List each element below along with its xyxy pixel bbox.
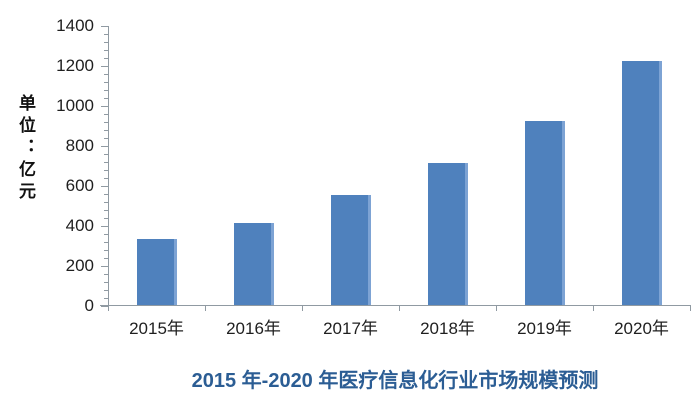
x-boundary-tick xyxy=(398,306,400,311)
y-tick-label-1200: 1200 xyxy=(56,56,94,75)
y-minor-tick xyxy=(104,217,108,219)
x-axis-line xyxy=(100,305,691,306)
y-major-tick-0 xyxy=(101,305,108,307)
x-axis-labels: 2015年 2016年 2017年 2018年 2019年 2020年 xyxy=(108,314,690,338)
x-boundary-tick xyxy=(592,306,594,311)
y-tick-label-1000: 1000 xyxy=(56,96,94,115)
y-axis-tick-labels: 0 200 400 600 800 1000 1200 1400 xyxy=(0,17,100,315)
y-minor-tick xyxy=(104,273,108,275)
x-category-label-2020年: 2020年 xyxy=(614,319,669,338)
x-category-label-2019年: 2019年 xyxy=(517,319,572,338)
y-minor-tick xyxy=(104,257,108,259)
y-minor-tick xyxy=(104,249,108,251)
bar-2015年 xyxy=(136,239,177,305)
y-minor-tick xyxy=(104,121,108,123)
y-minor-tick xyxy=(104,137,108,139)
y-minor-tick xyxy=(104,153,108,155)
y-minor-tick xyxy=(104,193,108,195)
x-category-label-2018年: 2018年 xyxy=(420,319,475,338)
y-tick-label-400: 400 xyxy=(65,216,94,235)
x-boundary-tick xyxy=(301,306,303,311)
bar-2018年 xyxy=(427,163,468,305)
y-major-tick-800 xyxy=(101,145,108,147)
y-major-tick-1200 xyxy=(101,65,108,67)
y-major-tick-200 xyxy=(101,265,108,267)
chart-title: 2015 年-2020 年医疗信息化行业市场规模预测 xyxy=(191,370,599,392)
y-minor-tick xyxy=(104,297,108,299)
x-boundary-tick xyxy=(495,306,497,311)
bar-2017年 xyxy=(330,195,371,305)
y-minor-tick xyxy=(104,81,108,83)
y-minor-tick xyxy=(104,129,108,131)
y-minor-tick xyxy=(104,57,108,59)
y-minor-tick xyxy=(104,169,108,171)
y-minor-tick xyxy=(104,209,108,211)
bar-2019年 xyxy=(524,121,565,305)
y-minor-tick xyxy=(104,233,108,235)
y-axis-unit-label: 单位：亿元 xyxy=(16,94,35,204)
x-boundary-tick xyxy=(204,306,206,311)
y-major-tick-1400 xyxy=(101,25,108,27)
plot-area xyxy=(100,25,691,311)
y-tick-label-0: 0 xyxy=(84,296,94,315)
y-tick-label-1400: 1400 xyxy=(56,16,94,35)
y-minor-tick xyxy=(104,33,108,35)
y-minor-tick xyxy=(104,97,108,99)
y-major-tick-400 xyxy=(101,225,108,227)
y-minor-tick xyxy=(104,177,108,179)
x-category-label-2017年: 2017年 xyxy=(323,319,378,338)
y-axis-line xyxy=(108,26,109,310)
y-minor-tick xyxy=(104,49,108,51)
y-minor-tick xyxy=(104,89,108,91)
y-minor-tick xyxy=(104,73,108,75)
y-major-tick-1000 xyxy=(101,105,108,107)
y-minor-tick xyxy=(104,161,108,163)
bar-2020年 xyxy=(621,61,662,305)
y-minor-tick xyxy=(104,113,108,115)
x-category-label-2016年: 2016年 xyxy=(226,319,281,338)
y-tick-label-200: 200 xyxy=(65,256,94,275)
y-major-tick-600 xyxy=(101,185,108,187)
y-tick-label-600: 600 xyxy=(65,176,94,195)
x-boundary-tick xyxy=(107,306,109,311)
y-minor-tick xyxy=(104,289,108,291)
x-category-label-2015年: 2015年 xyxy=(129,319,184,338)
y-minor-tick xyxy=(104,201,108,203)
y-minor-tick xyxy=(104,241,108,243)
y-minor-tick xyxy=(104,41,108,43)
x-boundary-tick xyxy=(689,306,691,311)
y-tick-label-800: 800 xyxy=(65,136,94,155)
bar-2016年 xyxy=(233,223,274,305)
y-minor-tick xyxy=(104,281,108,283)
